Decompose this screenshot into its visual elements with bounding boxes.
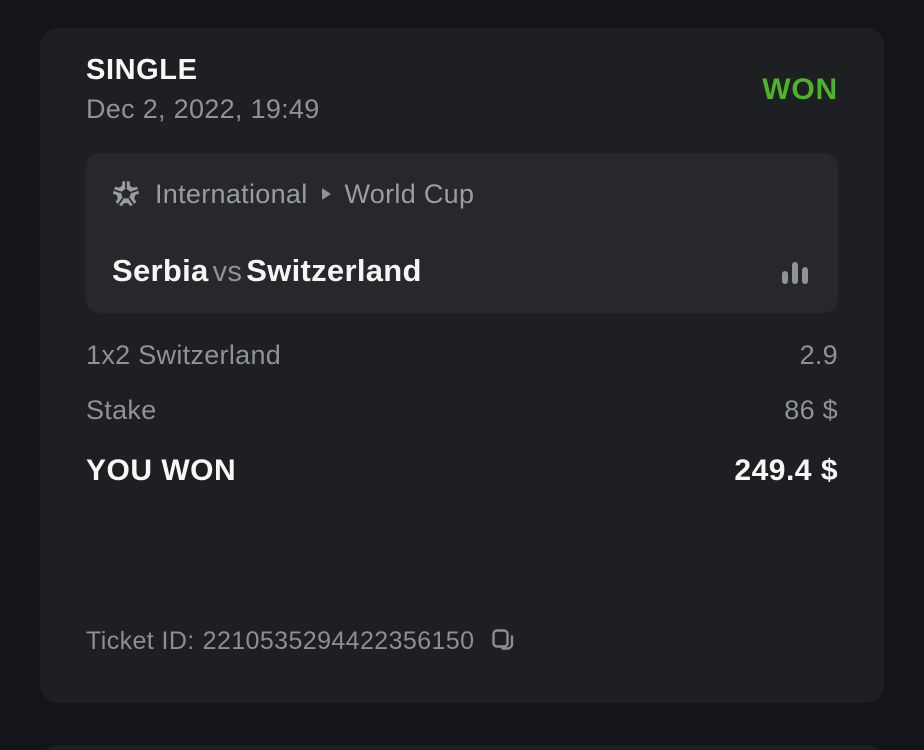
status-badge: WON — [762, 72, 838, 106]
breadcrumb-category: International — [155, 178, 308, 209]
home-team: Serbia — [112, 252, 209, 288]
bet-ticket-card[interactable]: SINGLE Dec 2, 2022, 19:49 WON — [40, 28, 884, 703]
event-card[interactable]: International World Cup Serbia vs Switzerl… — [86, 153, 838, 313]
ticket-header-left: SINGLE Dec 2, 2022, 19:49 — [86, 54, 320, 125]
match-row: Serbia vs Switzerland — [112, 251, 812, 291]
away-team: Switzerland — [246, 252, 422, 288]
bet-type-label: SINGLE — [86, 54, 198, 86]
selection-label: 1x2 Switzerland — [86, 340, 282, 370]
bet-datetime: Dec 2, 2022, 19:49 — [86, 94, 320, 124]
stake-row: Stake 86 $ — [86, 394, 838, 427]
ticket-id-value: 2210535294422356150 — [202, 627, 475, 655]
stake-label: Stake — [86, 395, 157, 425]
soccer-ball-icon — [113, 181, 139, 207]
ticket-header: SINGLE Dec 2, 2022, 19:49 WON — [86, 54, 838, 125]
payout-value: 249.4 $ — [734, 454, 838, 487]
bar-chart-icon[interactable] — [778, 254, 812, 288]
ticket-id-row: Ticket ID: 2210535294422356150 — [86, 626, 838, 657]
payout-row: YOU WON 249.4 $ — [86, 453, 838, 489]
chevron-right-icon — [321, 188, 331, 200]
ticket-id-label: Ticket ID: — [86, 627, 195, 655]
match-title: Serbia vs Switzerland — [112, 251, 422, 292]
copy-icon — [492, 629, 514, 650]
vs-label: vs — [212, 255, 243, 288]
breadcrumb-tournament: World Cup — [344, 178, 475, 209]
next-ticket-card-peek[interactable] — [40, 745, 884, 750]
selection-odds: 2.9 — [799, 340, 838, 370]
copy-ticket-id-button[interactable] — [488, 626, 519, 657]
ticket-id-text: Ticket ID: 2210535294422356150 — [86, 627, 474, 656]
stake-value: 86 $ — [784, 395, 838, 425]
selection-row: 1x2 Switzerland 2.9 — [86, 339, 838, 372]
payout-label: YOU WON — [86, 454, 237, 487]
breadcrumb: International World Cup — [112, 179, 812, 209]
